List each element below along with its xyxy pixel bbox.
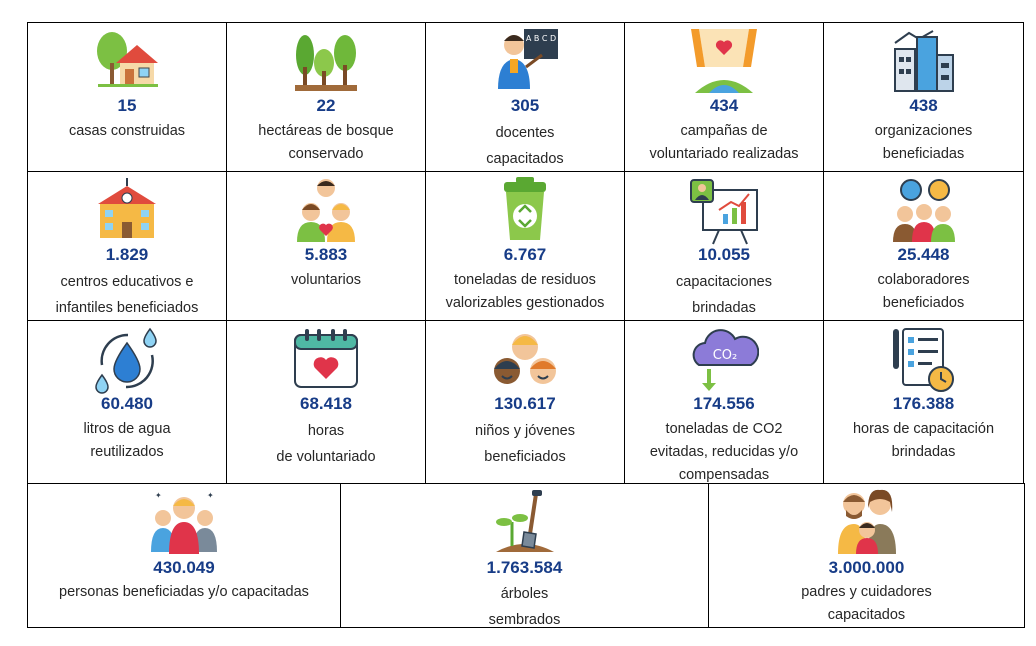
shovel-sprout-icon: [495, 490, 554, 552]
stat-label: litros de agua reutilizados: [83, 421, 171, 460]
stat-value: 5.883: [304, 245, 348, 264]
recycle-bin-icon: [504, 177, 546, 240]
stat-label: campañas de voluntariado realizadas: [649, 123, 799, 162]
stat-label: capacitaciones brindadas: [676, 274, 772, 316]
stat-label: voluntarios: [290, 272, 362, 288]
stat-value: 68.418: [300, 394, 352, 413]
stat-label: toneladas de residuos valorizables gestio…: [445, 272, 605, 311]
stat-label: horas de capacitación brindadas: [852, 421, 995, 460]
stat-value: 22: [316, 96, 336, 115]
team-gears-icon: [892, 179, 955, 242]
stat-cell-organizations: 438 organizaciones beneficiadas: [823, 22, 1024, 172]
stat-label: niños y jóvenes beneficiados: [475, 423, 575, 465]
stat-value: 438: [909, 96, 938, 115]
checklist-clock-icon: [892, 328, 954, 392]
stat-value: 130.617: [494, 394, 556, 413]
stat-label: horas de voluntariado: [276, 423, 376, 465]
svg-text:CO₂: CO₂: [713, 348, 738, 363]
forest-icon: [295, 35, 357, 91]
people-group-icon: ✦ ✦: [151, 491, 217, 554]
stat-cell-co2: CO₂ 174.556 toneladas de CO2 evitadas, re…: [624, 320, 824, 484]
stat-cell-schools: 1.829 centros educativos e infantiles ben…: [27, 171, 227, 321]
stat-cell-campaigns: 434 campañas de voluntariado realizadas: [624, 22, 824, 172]
stats-grid: 15 casas construidas 22 hectáreas de bos…: [27, 22, 1025, 628]
family-icon: [837, 489, 896, 554]
stat-value: 434: [709, 96, 739, 115]
stat-value: 3.000.000: [828, 558, 905, 577]
stat-value: 25.448: [897, 245, 950, 264]
stat-value: 60.480: [101, 394, 153, 413]
stat-label: personas beneficiadas y/o capacitadas: [59, 584, 309, 600]
stat-value: 15: [117, 96, 137, 115]
stat-cell-water: 60.480 litros de agua reutilizados: [27, 320, 227, 484]
calendar-heart-icon: [294, 329, 358, 388]
stat-cell-parents: 3.000.000 padres y cuidadores capacitados: [708, 483, 1025, 628]
campaign-banner-icon: [691, 29, 757, 93]
stat-label: toneladas de CO2 evitadas, reducidas y/o c…: [649, 421, 799, 483]
stat-label: árboles sembrados: [488, 586, 561, 628]
teacher-icon: A B C D: [498, 29, 558, 89]
stat-cell-volunteers: 5.883 voluntarios: [226, 171, 426, 321]
stat-cell-waste: 6.767 toneladas de residuos valorizables …: [425, 171, 625, 321]
stat-label: organizaciones beneficiadas: [874, 123, 973, 162]
stat-cell-volunteer-hours: 68.418 horas de voluntariado: [226, 320, 426, 484]
stat-cell-people: ✦ ✦ 430.049 personas beneficiadas y/o ca…: [27, 483, 341, 628]
stat-label: docentes capacitados: [486, 125, 564, 167]
stat-cell-houses: 15 casas construidas: [27, 22, 227, 172]
svg-text:✦: ✦: [207, 491, 214, 500]
volunteers-icon: [297, 179, 355, 242]
house-icon: [97, 32, 158, 87]
stat-label: padres y cuidadores capacitados: [801, 584, 932, 623]
stat-cell-forest: 22 hectáreas de bosque conservado: [226, 22, 426, 172]
stat-cell-trainings: 10.055 capacitaciones brindadas: [624, 171, 824, 321]
stat-value: 174.556: [693, 394, 755, 413]
co2-cloud-icon: CO₂: [692, 329, 759, 391]
stat-value: 176.388: [892, 394, 955, 413]
stat-cell-collaborators: 25.448 colaboradores beneficiados: [823, 171, 1024, 321]
svg-text:A B C D: A B C D: [526, 34, 556, 43]
city-buildings-icon: [893, 30, 954, 92]
stat-label: hectáreas de bosque conservado: [258, 123, 394, 162]
stat-label: casas construidas: [68, 123, 186, 139]
stat-cell-trees: 1.763.584 árboles sembrados: [340, 483, 709, 628]
stat-cell-children: 130.617 niños y jóvenes beneficiados: [425, 320, 625, 484]
stat-cell-teachers: A B C D 305 docentes capacitados: [425, 22, 625, 172]
stat-cell-training-hours: 176.388 horas de capacitación brindadas: [823, 320, 1024, 484]
svg-text:✦: ✦: [155, 491, 162, 500]
children-faces-icon: [494, 334, 556, 384]
stat-value: 1.829: [105, 245, 149, 264]
stat-value: 6.767: [503, 245, 547, 264]
presentation-board-icon: [690, 179, 758, 245]
stat-label: colaboradores beneficiados: [877, 272, 970, 311]
stat-value: 305: [510, 96, 540, 115]
school-icon: [98, 178, 156, 238]
stat-label: centros educativos e infantiles beneficia…: [55, 274, 199, 316]
stat-value: 430.049: [153, 558, 215, 577]
stat-value: 1.763.584: [486, 558, 563, 577]
water-drops-icon: [95, 327, 157, 394]
stat-value: 10.055: [698, 245, 750, 264]
